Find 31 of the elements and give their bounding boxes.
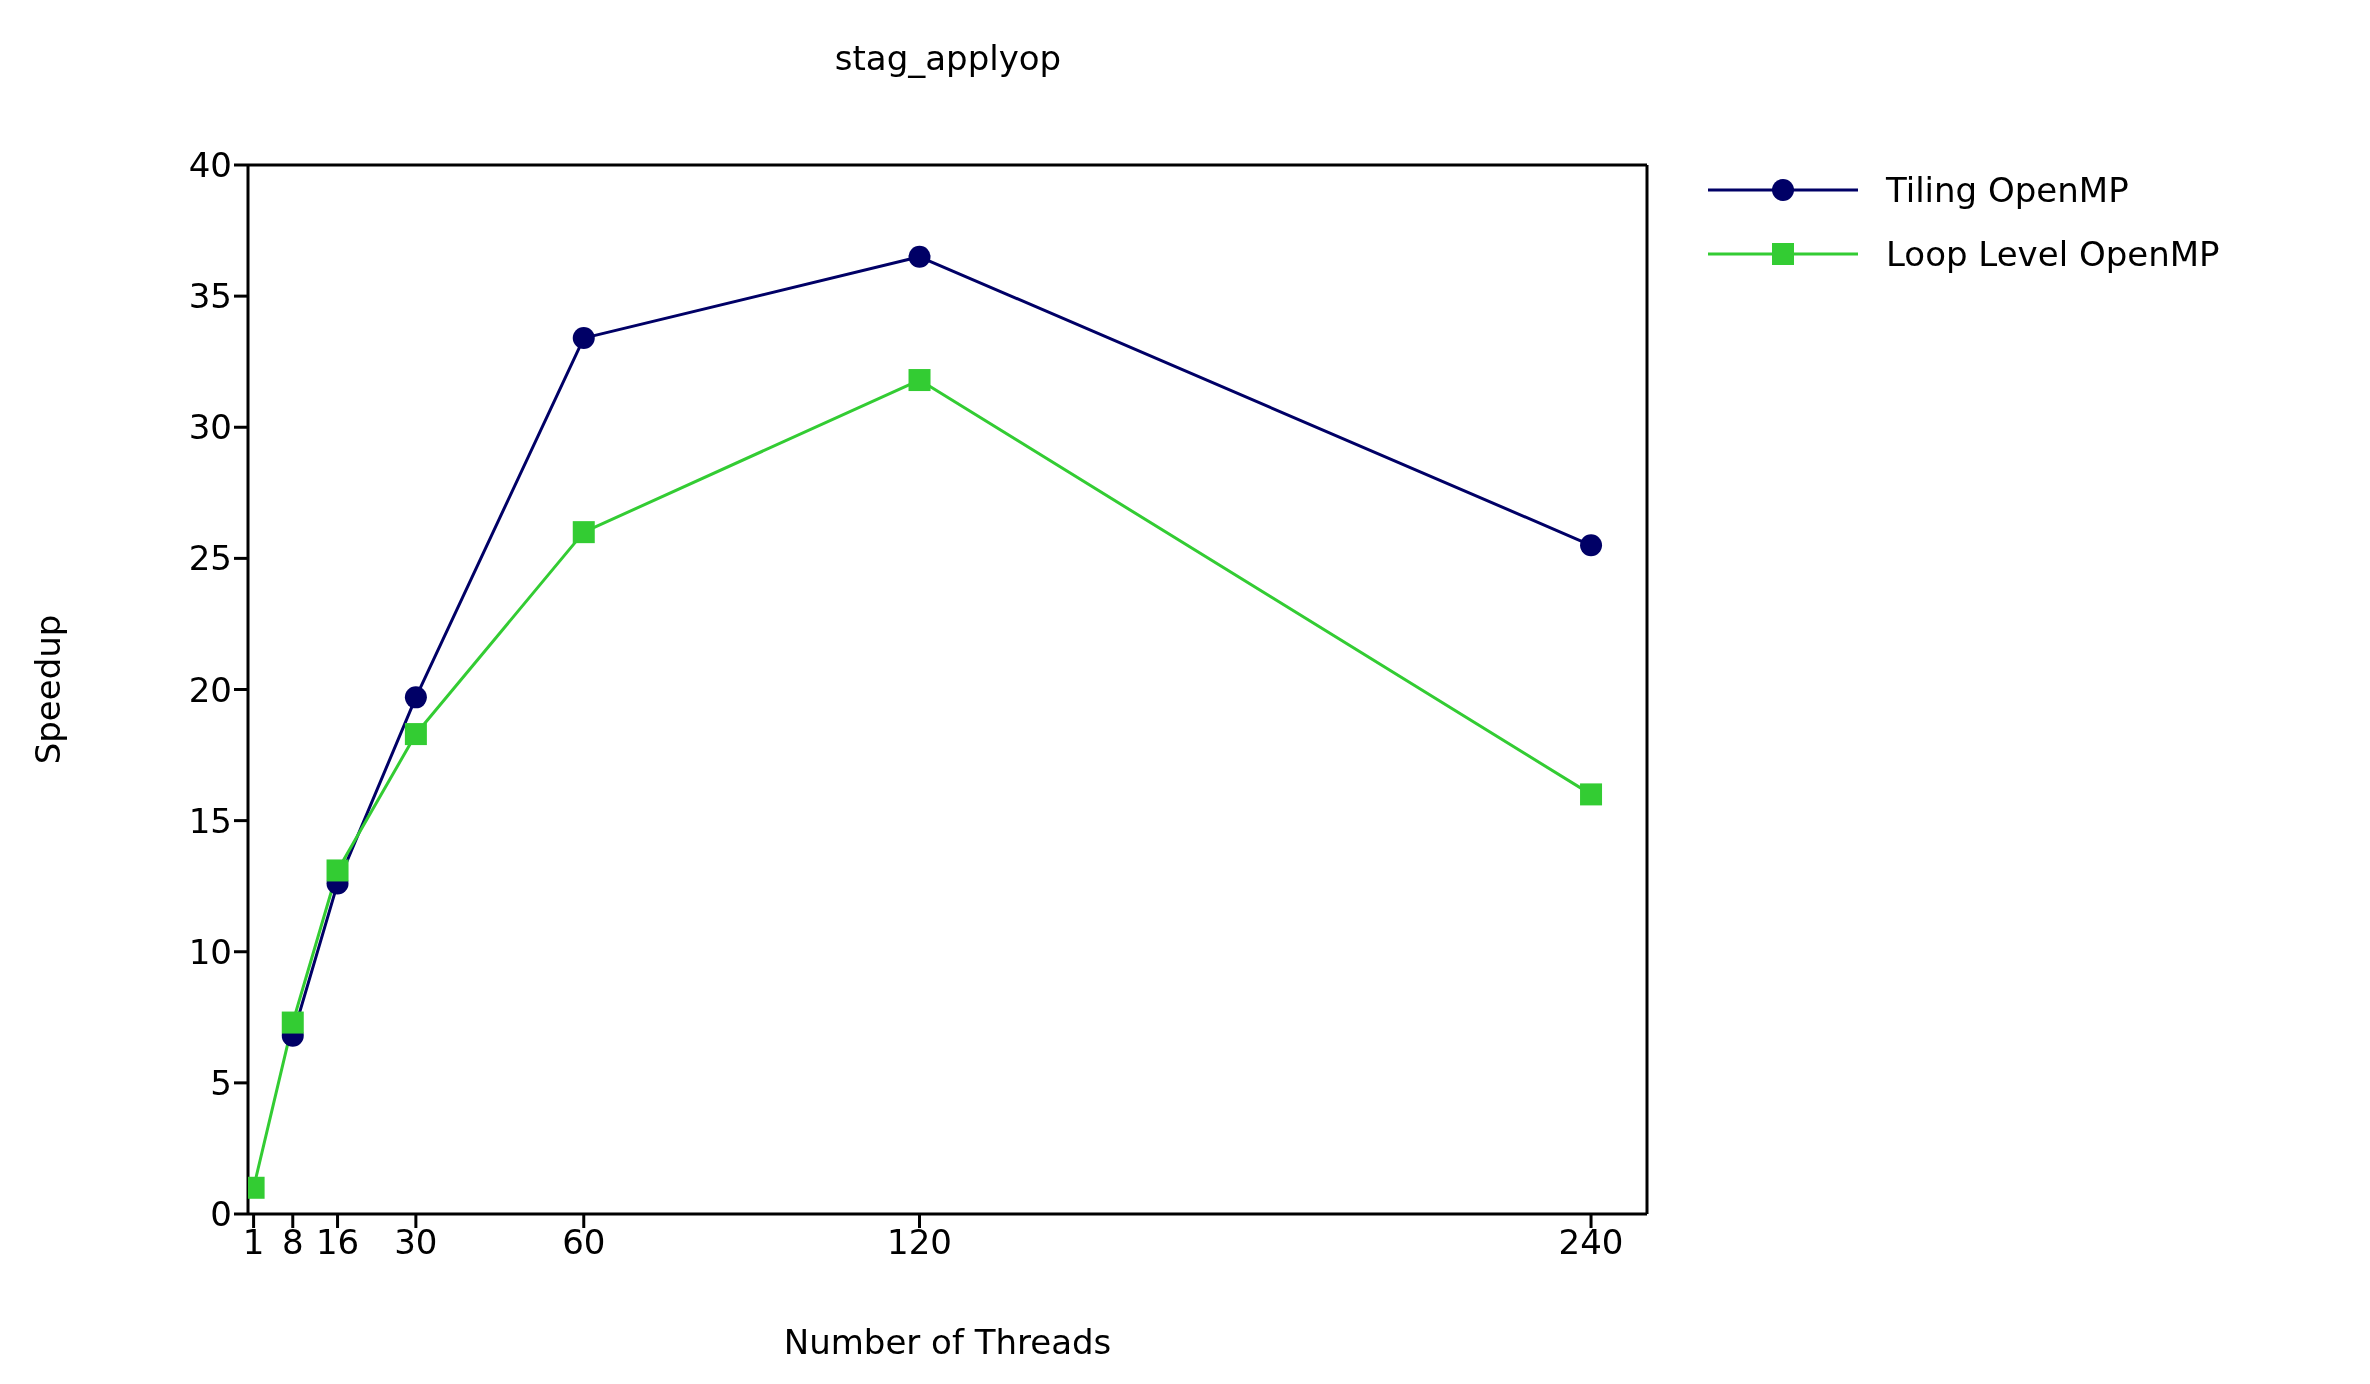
x-tick-label: 30 <box>394 1222 438 1263</box>
point <box>281 1011 304 1034</box>
y-tick-label: 20 <box>188 669 232 710</box>
point <box>908 369 931 392</box>
chart-title: stag_applyop <box>833 38 1063 78</box>
x-tick-label: 60 <box>562 1222 606 1263</box>
point <box>1580 534 1603 557</box>
y-axis-title: Speedup <box>28 614 69 765</box>
point <box>572 521 595 544</box>
point <box>404 723 427 746</box>
x-tick-label: 1 <box>242 1222 265 1263</box>
point <box>404 686 427 709</box>
legend-label: Tiling OpenMP <box>1886 170 2129 210</box>
x-tick-label: 120 <box>887 1222 952 1263</box>
point <box>1580 783 1603 806</box>
y-tick-label: 30 <box>188 407 232 448</box>
x-tick-label: 240 <box>1558 1222 1624 1263</box>
point <box>326 859 349 882</box>
y-tick-label: 15 <box>188 800 232 841</box>
y-tick-label: 35 <box>188 276 232 317</box>
y-tick-label: 0 <box>210 1194 232 1235</box>
legend-label: Loop Level OpenMP <box>1886 234 2220 274</box>
y-tick-label: 25 <box>188 538 232 579</box>
point <box>908 245 931 268</box>
x-axis-title: Number of Threads <box>783 1322 1112 1362</box>
x-tick-label: 8 <box>281 1222 304 1263</box>
x-tick-label: 16 <box>315 1222 360 1263</box>
point <box>572 327 595 350</box>
y-tick-label: 40 <box>188 145 232 186</box>
y-tick-label: 10 <box>188 931 232 972</box>
y-tick-label: 5 <box>210 1062 232 1103</box>
